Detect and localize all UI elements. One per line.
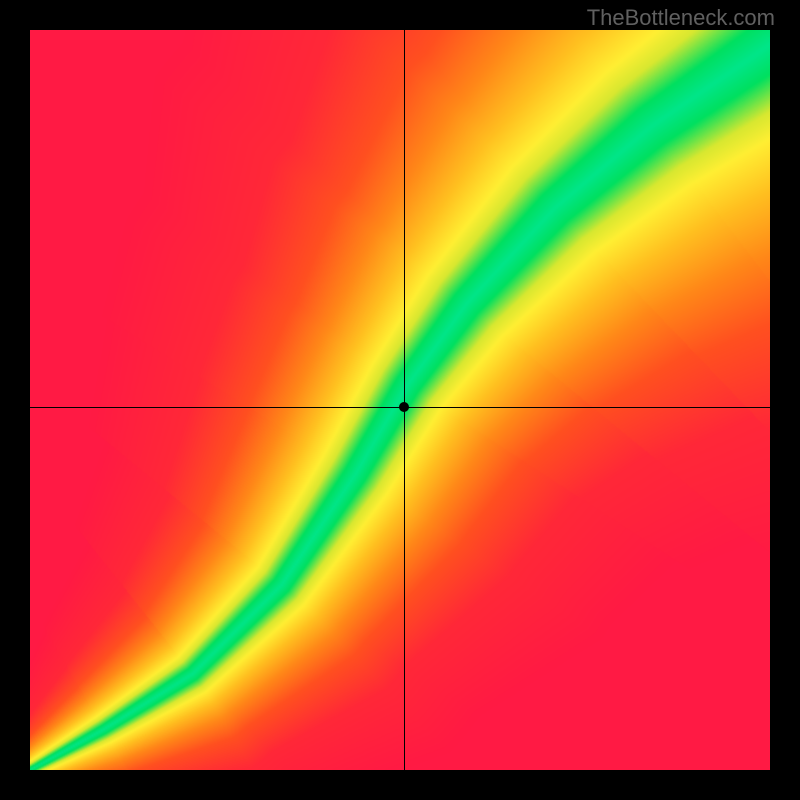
crosshair-vertical xyxy=(404,30,405,770)
chart-container: TheBottleneck.com xyxy=(0,0,800,800)
heatmap-plot xyxy=(30,30,770,770)
watermark-text: TheBottleneck.com xyxy=(587,5,775,31)
heatmap-canvas xyxy=(30,30,770,770)
crosshair-center-dot xyxy=(399,402,409,412)
